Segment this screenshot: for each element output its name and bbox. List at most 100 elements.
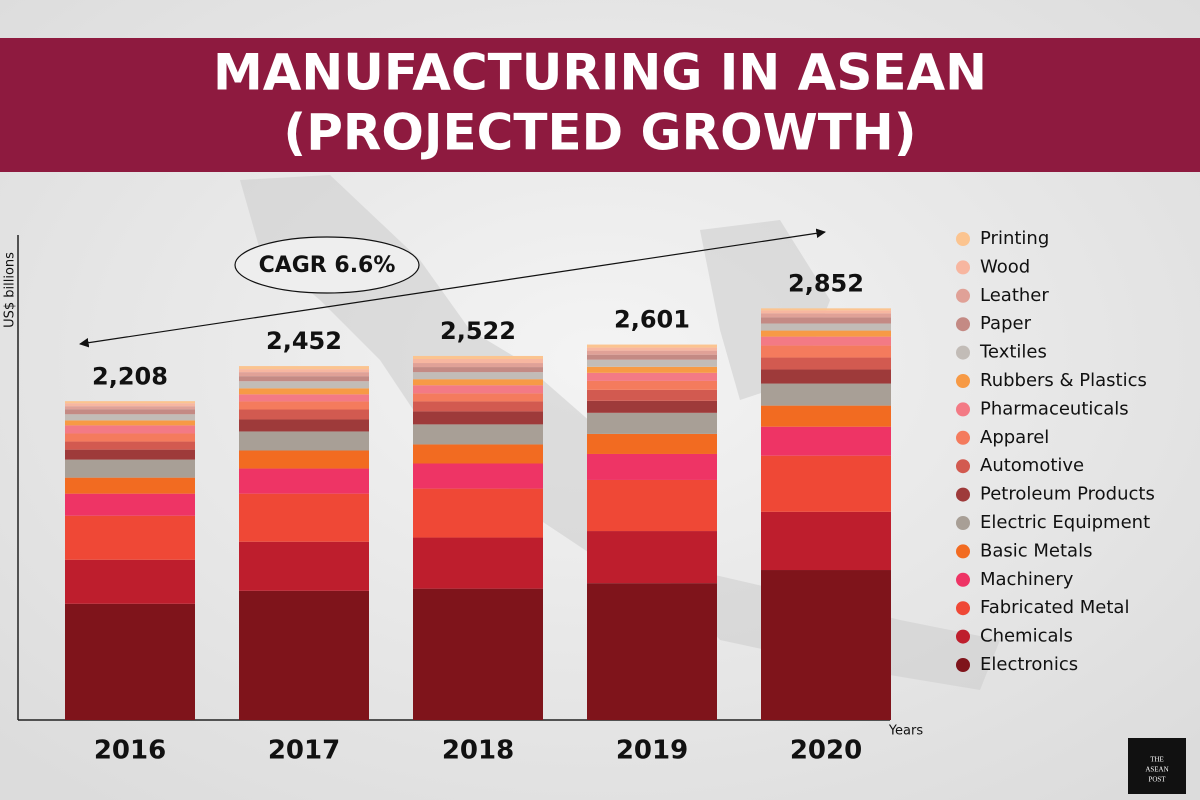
legend-swatch: [956, 544, 970, 559]
legend-label: Electric Equipment: [980, 512, 1150, 533]
legend-swatch: [956, 601, 970, 616]
bar-segment: [761, 310, 891, 314]
legend-label: Paper: [980, 313, 1032, 334]
legend-label: Fabricated Metal: [980, 597, 1129, 618]
bar-segment: [587, 453, 717, 480]
bar-segment: [587, 372, 717, 381]
bar-segment: [413, 588, 543, 720]
bar-segment: [587, 531, 717, 584]
bar-segment: [65, 425, 195, 434]
legend-swatch: [956, 317, 970, 332]
bar-segment: [761, 357, 891, 370]
bar-segment: [761, 323, 891, 331]
bar-segment: [239, 376, 369, 382]
bar-segment: [761, 369, 891, 384]
x-tick-label: 2019: [616, 736, 688, 766]
x-tick-label: 2018: [442, 736, 514, 766]
legend-label: Automotive: [980, 455, 1084, 476]
legend-swatch: [956, 658, 970, 672]
bar-segment: [413, 393, 543, 402]
legend-label: Chemicals: [980, 626, 1073, 647]
bar-segment: [761, 383, 891, 406]
bar-segment: [413, 363, 543, 368]
legend-swatch: [956, 459, 970, 474]
legend-label: Wood: [980, 256, 1030, 277]
legend-label: Basic Metals: [980, 540, 1092, 561]
legend-swatch: [956, 232, 970, 246]
legend-swatch: [956, 516, 970, 530]
growth-arrow: [79, 228, 826, 348]
bar-segment: [413, 537, 543, 589]
bar-segment: [413, 379, 543, 386]
bar-segment: [65, 401, 195, 404]
bar-segment: [65, 477, 195, 494]
y-axis-label: US$ billions: [3, 252, 18, 328]
bar-segment: [587, 354, 717, 360]
bar-segment: [65, 403, 195, 407]
bar-segment: [239, 493, 369, 542]
bar-segment: [587, 479, 717, 532]
bar-segment: [413, 444, 543, 464]
bar-segment: [239, 369, 369, 373]
total-label: 2,452: [266, 327, 342, 355]
total-label: 2,601: [614, 306, 690, 334]
x-tick-label: 2017: [268, 736, 340, 766]
legend-swatch: [956, 260, 970, 275]
legend-label: Textiles: [979, 342, 1047, 363]
bar-segment: [587, 347, 717, 351]
legend-swatch: [956, 487, 970, 502]
legend-label: Petroleum Products: [980, 484, 1155, 505]
x-axis-label: Years: [888, 724, 924, 739]
bar-segment: [239, 431, 369, 451]
bar-segment: [239, 388, 369, 395]
bar-segment: [239, 450, 369, 469]
bar-segment: [761, 455, 891, 512]
bar-segment: [65, 493, 195, 516]
bar-segment: [587, 583, 717, 720]
legend-label: Leather: [980, 285, 1049, 306]
legend-swatch: [956, 288, 970, 303]
bar-segment: [413, 411, 543, 425]
annotation: CAGR 6.6%: [259, 253, 396, 278]
bar-segment: [65, 459, 195, 478]
x-tick-label: 2016: [94, 736, 166, 766]
bar-segment: [65, 515, 195, 560]
legend-swatch: [956, 572, 970, 587]
bar-segment: [239, 381, 369, 389]
bar-segment: [761, 330, 891, 337]
logo-text: ASEAN: [1145, 766, 1168, 774]
bar-segment: [65, 433, 195, 442]
bar-segment: [587, 433, 717, 454]
bar-segment: [761, 317, 891, 324]
bar-segment: [239, 372, 369, 377]
bar-segment: [761, 426, 891, 456]
bar-segment: [65, 559, 195, 604]
legend-label: Printing: [980, 228, 1049, 249]
bar-segment: [587, 400, 717, 413]
bar-segment: [587, 412, 717, 434]
bar-segment: [413, 372, 543, 380]
bar-segment: [413, 401, 543, 412]
bar-segment: [761, 336, 891, 346]
x-tick-label: 2020: [790, 736, 862, 766]
legend-swatch: [956, 402, 970, 417]
bar-segment: [239, 541, 369, 591]
bar-segment: [65, 409, 195, 415]
bar-segment: [413, 358, 543, 364]
total-label: 2,522: [440, 317, 516, 345]
bar-segment: [587, 344, 717, 348]
bar-segment: [65, 449, 195, 460]
bar-segment: [587, 366, 717, 373]
bar-segment: [413, 424, 543, 445]
bar-segment: [239, 590, 369, 720]
logo: [1128, 738, 1186, 794]
logo-text: THE: [1150, 756, 1164, 764]
bar-segment: [65, 420, 195, 426]
bar-segment: [413, 355, 543, 359]
bar-segment: [761, 308, 891, 311]
bar-segment: [239, 468, 369, 494]
bar-segment: [413, 367, 543, 373]
legend-label: Apparel: [980, 427, 1049, 448]
title: (PROJECTED GROWTH): [283, 104, 916, 162]
